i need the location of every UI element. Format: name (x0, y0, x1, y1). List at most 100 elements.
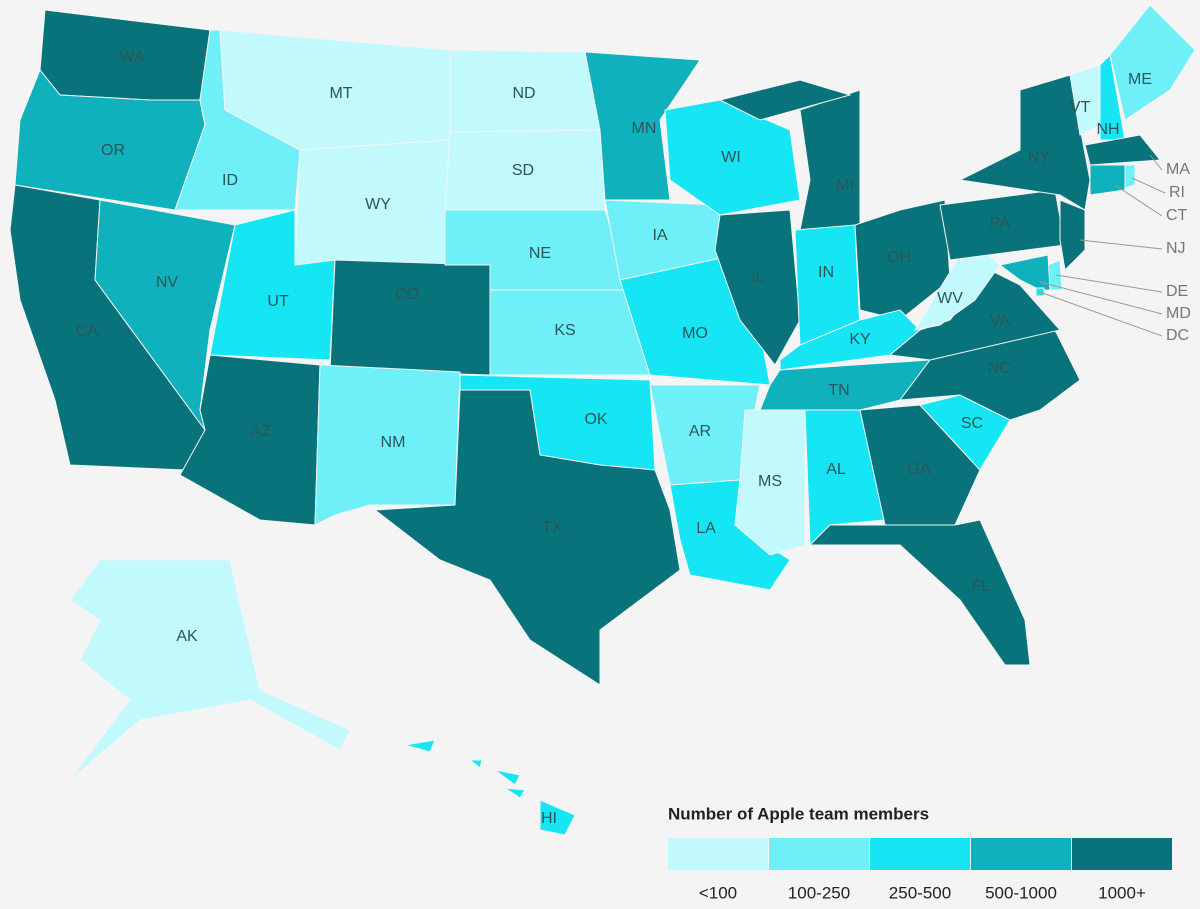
legend-swatch (870, 838, 970, 870)
state-label: KY (849, 331, 871, 348)
state (998, 254, 1051, 291)
legend-label: 500-1000 (985, 883, 1057, 902)
state-shape (314, 364, 461, 526)
state-shape (1089, 164, 1126, 196)
leader-line (1114, 184, 1163, 217)
state-label: VT (1070, 99, 1091, 116)
state-label: OR (101, 142, 125, 159)
state-label: AZ (251, 423, 272, 440)
state (1059, 199, 1086, 272)
state-label: MI (836, 177, 854, 194)
state-label: HI (541, 810, 557, 827)
state (1109, 4, 1196, 121)
state-label: PA (990, 215, 1010, 232)
leader-line (1039, 291, 1163, 337)
state-shape (799, 89, 861, 231)
legend-swatch (668, 838, 768, 870)
state-label: UT (267, 293, 289, 310)
state-label: IA (652, 227, 667, 244)
legend-title: Number of Apple team members (668, 804, 929, 823)
legend-label: 250-500 (889, 883, 951, 902)
state-shape (1124, 164, 1136, 189)
state-label: FL (972, 578, 991, 595)
state-label: MN (632, 120, 657, 137)
state-label: NV (156, 274, 179, 291)
state-shape (539, 799, 576, 836)
state-label: MA (1166, 161, 1190, 178)
state-shape (1084, 134, 1161, 166)
state (859, 404, 981, 526)
state-shape (494, 769, 521, 786)
state-shape (404, 739, 436, 753)
state-label: KS (554, 322, 575, 339)
state (584, 51, 701, 201)
state-label: OK (584, 411, 607, 428)
state-label: LA (696, 520, 716, 537)
state-label: GA (907, 461, 930, 478)
state-shape (808, 519, 1031, 666)
state-label: CO (395, 286, 419, 303)
state-label: NE (529, 245, 551, 262)
state-shape (718, 79, 852, 121)
state (404, 739, 576, 836)
state-label: ME (1128, 71, 1152, 88)
state-label: NJ (1166, 240, 1186, 257)
state-shape (859, 404, 981, 526)
leader-line (1131, 177, 1166, 194)
state-label: WV (937, 290, 963, 307)
state-shape (584, 51, 701, 201)
state (958, 74, 1091, 211)
leader-line (1039, 281, 1163, 315)
state-label: IL (751, 269, 764, 286)
state (714, 209, 801, 366)
leader-line (1079, 239, 1163, 250)
state-label: AK (176, 628, 198, 645)
state-label: NC (987, 360, 1010, 377)
state-label: WY (365, 196, 391, 213)
state-label: IN (818, 264, 834, 281)
state-label: MS (758, 473, 782, 490)
state (373, 389, 681, 686)
legend-swatch (769, 838, 869, 870)
state-shape (714, 209, 801, 366)
state-shape (1059, 199, 1086, 272)
state-label: NH (1096, 121, 1119, 138)
state (329, 259, 491, 376)
legend-label: 1000+ (1098, 883, 1146, 902)
state-label: AL (826, 461, 846, 478)
state-label: CT (1166, 207, 1188, 224)
leader-line (1149, 154, 1163, 171)
state-label: WA (119, 49, 145, 66)
legend-label: 100-250 (788, 883, 850, 902)
state-label: VA (990, 313, 1010, 330)
state-label: SD (512, 162, 534, 179)
state-label: DC (1166, 327, 1189, 344)
state-label: DE (1166, 283, 1188, 300)
state-shape (804, 409, 886, 547)
state (1089, 164, 1126, 196)
state-shape (779, 309, 921, 371)
state-label: MT (329, 85, 352, 102)
legend-label: <100 (699, 883, 737, 902)
state (69, 559, 351, 781)
state (779, 309, 921, 371)
state-label: NM (381, 434, 406, 451)
state-label: TN (828, 382, 849, 399)
state-shape (468, 759, 483, 769)
state-label: AR (689, 423, 711, 440)
leader-line (1055, 274, 1163, 293)
state (1084, 134, 1161, 166)
state-label: WI (721, 149, 741, 166)
state-label: OH (887, 249, 911, 266)
state-shape (998, 254, 1051, 291)
state (1124, 164, 1136, 189)
state (808, 519, 1031, 666)
state-shape (1109, 4, 1196, 121)
legend-swatch (1072, 838, 1172, 870)
state-shape (373, 389, 681, 686)
state (718, 79, 861, 231)
state-label: ID (222, 172, 238, 189)
state-label: ND (512, 85, 535, 102)
